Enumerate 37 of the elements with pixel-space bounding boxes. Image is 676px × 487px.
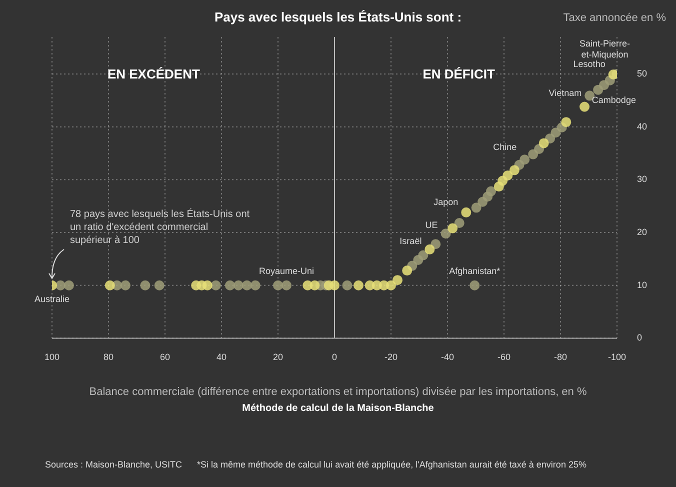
annotation: EN EXCÉDENT: [107, 66, 200, 82]
y-tick-label: 40: [637, 121, 648, 132]
x-tick-label: 20: [272, 352, 284, 362]
annotation: Japon: [434, 196, 458, 207]
annotation: Lesotho: [573, 59, 606, 69]
source-note: Sources : Maison-Blanche, USITC: [45, 459, 183, 470]
annotation: EN DÉFICIT: [422, 66, 495, 82]
x-tick-label: -100: [608, 352, 626, 362]
annotation: Saint-Pierre-et-Miquelon: [579, 38, 630, 60]
chart-title: Pays avec lesquels les États-Unis sont :: [214, 10, 462, 25]
text: *Si la même méthode de calcul lui avait été appliquée, l'Afghanistan aurait été taxé à environ 25%: [197, 459, 586, 470]
x-axis-title: Balance commerciale (différence entre exportations et importations) divisée par les importations, en %: [89, 386, 587, 398]
x-tick-label: -60: [497, 352, 511, 362]
annotation: Afghanistan*: [449, 266, 501, 276]
x-tick-label: -80: [554, 352, 568, 362]
x-tick-label: 100: [44, 352, 60, 362]
x-tick-label: -40: [440, 352, 454, 362]
y-tick-label: 0: [637, 332, 642, 343]
y-tick-label: 50: [637, 68, 648, 78]
annotation: 78 pays avec lesquels les États-Unis ont un ratio d'excédent commercial supérieur à 100: [70, 208, 250, 246]
annotation: Cambodge: [592, 94, 636, 105]
x-tick-label: 0: [332, 352, 338, 362]
x-tick-label: 40: [216, 352, 227, 362]
annotation: Australie: [34, 294, 70, 304]
annotation: Vietnam: [548, 88, 582, 98]
annotation: Israël: [400, 236, 422, 246]
x-tick-label: 60: [160, 352, 170, 362]
annotation: Royaume-Uni: [258, 266, 314, 276]
y-axis-title: Taxe annoncée en %: [563, 12, 666, 24]
text: Méthode de calcul de la Maison-Blanche: [242, 402, 434, 414]
x-tick-label: 80: [103, 352, 114, 362]
y-tick-label: 30: [637, 174, 648, 184]
y-tick-label: 10: [637, 280, 648, 290]
x-tick-label: -20: [384, 352, 398, 362]
y-tick-label: 20: [637, 227, 648, 237]
annotation: UE: [425, 220, 438, 230]
annotation: Chine: [493, 142, 517, 152]
